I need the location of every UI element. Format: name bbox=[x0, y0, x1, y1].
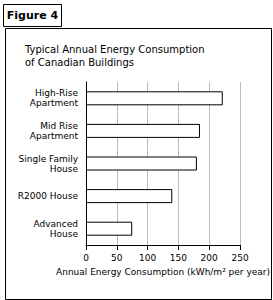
svg-text:Figure 4: Figure 4 bbox=[7, 9, 59, 22]
svg-text:Mid Rise: Mid Rise bbox=[40, 121, 78, 131]
svg-text:0: 0 bbox=[83, 253, 89, 263]
svg-text:100: 100 bbox=[139, 253, 156, 263]
svg-text:Advanced: Advanced bbox=[34, 219, 78, 229]
svg-text:Typical Annual Energy Consumpt: Typical Annual Energy Consumption bbox=[24, 44, 205, 55]
svg-text:Apartment: Apartment bbox=[30, 131, 79, 141]
svg-text:50: 50 bbox=[111, 253, 123, 263]
svg-text:of Canadian Buildings: of Canadian Buildings bbox=[25, 57, 134, 68]
svg-text:High-Rise: High-Rise bbox=[35, 88, 78, 98]
svg-text:Single Family: Single Family bbox=[19, 154, 79, 164]
svg-text:Apartment: Apartment bbox=[30, 98, 79, 108]
svg-text:200: 200 bbox=[201, 253, 218, 263]
svg-text:R2000 House: R2000 House bbox=[18, 191, 79, 201]
svg-text:250: 250 bbox=[231, 253, 248, 263]
svg-text:150: 150 bbox=[170, 253, 187, 263]
svg-text:House: House bbox=[50, 164, 79, 174]
svg-text:Annual Energy Consumption (kWh: Annual Energy Consumption (kWh/m² per ye… bbox=[56, 267, 270, 277]
svg-text:House: House bbox=[50, 229, 79, 239]
